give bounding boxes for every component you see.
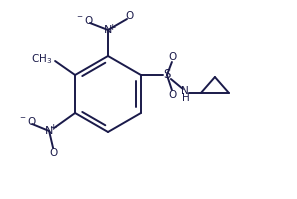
- Text: O: O: [126, 11, 134, 21]
- Text: O: O: [169, 90, 177, 100]
- Text: N: N: [45, 126, 53, 136]
- Text: S: S: [163, 68, 170, 82]
- Text: N: N: [181, 86, 189, 96]
- Text: O: O: [49, 148, 57, 158]
- Text: $^-$O: $^-$O: [18, 115, 37, 127]
- Text: CH$_3$: CH$_3$: [31, 52, 52, 66]
- Text: +: +: [108, 22, 116, 31]
- Text: O: O: [169, 52, 177, 62]
- Text: $^-$O: $^-$O: [75, 14, 94, 26]
- Text: N: N: [104, 25, 112, 35]
- Text: +: +: [49, 124, 57, 133]
- Text: H: H: [182, 93, 190, 103]
